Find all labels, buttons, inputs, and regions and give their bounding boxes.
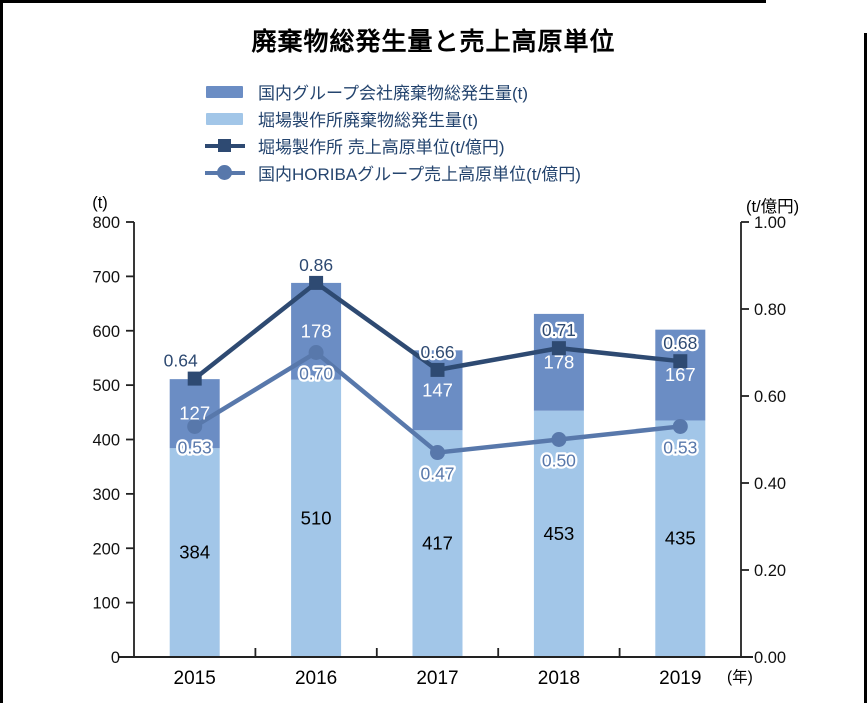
square-marker-icon bbox=[430, 362, 445, 377]
circle-series-value: 0.50 bbox=[542, 451, 576, 471]
x-axis-year-label: 2019 bbox=[659, 668, 701, 689]
left-axis-tick-label: 800 bbox=[92, 214, 120, 232]
bar-value-light: 417 bbox=[422, 533, 453, 554]
right-axis-tick-label: 0.20 bbox=[754, 562, 786, 580]
square-marker-icon bbox=[673, 354, 688, 369]
circle-series-value: 0.53 bbox=[663, 437, 697, 457]
x-axis-year-label: 2015 bbox=[174, 668, 216, 689]
frame-left-border bbox=[0, 0, 3, 703]
bar-segment-light bbox=[291, 379, 342, 657]
legend-item-label: 国内HORIBAグループ売上高原単位(t/億円) bbox=[258, 165, 581, 184]
bar-segment-light bbox=[169, 448, 220, 657]
square-marker-icon bbox=[187, 371, 202, 386]
circle-marker-icon bbox=[308, 345, 324, 360]
legend-item: 国内グループ会社廃棄物総発生量(t) bbox=[205, 78, 581, 105]
circle-series-value: 0.47 bbox=[420, 464, 454, 484]
left-axis-tick-label: 200 bbox=[92, 540, 120, 558]
left-axis-tick-label: 700 bbox=[92, 268, 120, 286]
legend-bar-swatch-icon bbox=[205, 83, 245, 100]
circle-marker-icon bbox=[672, 418, 688, 434]
square-series-value: 0.66 bbox=[420, 342, 454, 362]
square-series-value: 0.64 bbox=[164, 351, 198, 371]
square-series-value: 0.86 bbox=[299, 255, 333, 275]
legend-item: 堀場製作所 売上高原単位(t/億円) bbox=[205, 132, 581, 159]
frame-right-border bbox=[864, 33, 867, 703]
legend-item: 国内HORIBAグループ売上高原単位(t/億円) bbox=[205, 159, 581, 186]
left-axis-tick-label: 600 bbox=[92, 323, 120, 341]
legend-circle-marker-icon bbox=[205, 164, 245, 181]
bar-value-light: 453 bbox=[543, 523, 574, 544]
x-axis-unit-label: (年) bbox=[727, 668, 753, 686]
legend-item: 堀場製作所廃棄物総発生量(t) bbox=[205, 105, 581, 132]
value-labels-group: 0.64 0.86 0.66 0.71 0.68 0.53 0.70 0.47 0.50 0.53 bbox=[164, 255, 700, 486]
right-axis-unit-label: (t/億円) bbox=[746, 197, 799, 216]
bar-value-light: 510 bbox=[301, 507, 332, 528]
bar-segment-light bbox=[655, 420, 706, 657]
frame-top-border bbox=[0, 0, 766, 3]
left-axis-unit-label: (t) bbox=[92, 194, 108, 212]
square-marker-icon bbox=[551, 341, 566, 356]
chart-svg: 800 700 600 500 400 300 200 100 0 1.00 0.80 0.60 0.4… bbox=[92, 194, 799, 689]
circle-series-value: 0.70 bbox=[299, 364, 333, 384]
circle-marker-icon bbox=[551, 432, 567, 447]
legend-item-label: 堀場製作所廃棄物総発生量(t) bbox=[258, 111, 479, 130]
bar-segment-light bbox=[412, 430, 463, 657]
legend-square-marker-icon bbox=[205, 137, 245, 154]
right-axis-tick-label: 0.00 bbox=[754, 649, 786, 667]
axes-group: 800 700 600 500 400 300 200 100 0 1.00 0.80 0.60 0.4… bbox=[92, 194, 799, 689]
chart-legend: 国内グループ会社廃棄物総発生量(t) 堀場製作所廃棄物総発生量(t) 堀場製作所 売… bbox=[205, 78, 581, 186]
bar-segment-dark bbox=[533, 313, 584, 411]
bar-value-dark: 127 bbox=[179, 403, 210, 424]
legend-item-label: 堀場製作所 売上高原単位(t/億円) bbox=[258, 138, 505, 157]
left-axis-tick-label: 500 bbox=[92, 377, 120, 395]
left-axis-tick-label: 400 bbox=[92, 432, 120, 450]
bar-labels-group: 384 127 510 178 417 147 453 178 435 167 bbox=[179, 320, 695, 562]
bar-value-dark: 178 bbox=[543, 351, 574, 372]
square-series-value: 0.71 bbox=[542, 320, 576, 340]
x-axis-year-label: 2016 bbox=[295, 668, 337, 689]
right-axis-tick-label: 0.40 bbox=[754, 475, 786, 493]
x-axis-year-label: 2017 bbox=[416, 668, 458, 689]
legend-bar-swatch-icon bbox=[205, 110, 245, 127]
x-axis-year-label: 2018 bbox=[538, 668, 580, 689]
bar-value-dark: 147 bbox=[422, 379, 453, 400]
bar-segment-light bbox=[533, 410, 584, 657]
left-axis-tick-label: 300 bbox=[92, 486, 120, 504]
square-marker-icon bbox=[309, 275, 324, 290]
bar-segment-dark bbox=[655, 329, 706, 421]
right-axis-tick-label: 0.60 bbox=[754, 388, 786, 406]
markers-group bbox=[187, 275, 688, 461]
bar-value-light: 384 bbox=[179, 542, 210, 563]
waste-chart: 800 700 600 500 400 300 200 100 0 1.00 0.80 0.60 0.4… bbox=[0, 185, 867, 703]
circle-series-value: 0.53 bbox=[178, 437, 212, 457]
square-series-value: 0.68 bbox=[663, 333, 697, 353]
right-axis-tick-label: 1.00 bbox=[754, 214, 786, 232]
left-axis-tick-label: 100 bbox=[92, 595, 120, 613]
legend-item-label: 国内グループ会社廃棄物総発生量(t) bbox=[258, 84, 529, 103]
bar-value-dark: 167 bbox=[665, 364, 696, 385]
right-axis-tick-label: 0.80 bbox=[754, 301, 786, 319]
bar-value-light: 435 bbox=[665, 528, 696, 549]
bar-value-dark: 178 bbox=[301, 320, 332, 341]
circle-marker-icon bbox=[187, 418, 203, 434]
circle-marker-icon bbox=[430, 445, 445, 461]
left-axis-tick-label: 0 bbox=[111, 649, 120, 667]
page-title: 廃棄物総発生量と売上高原単位 bbox=[251, 28, 616, 56]
